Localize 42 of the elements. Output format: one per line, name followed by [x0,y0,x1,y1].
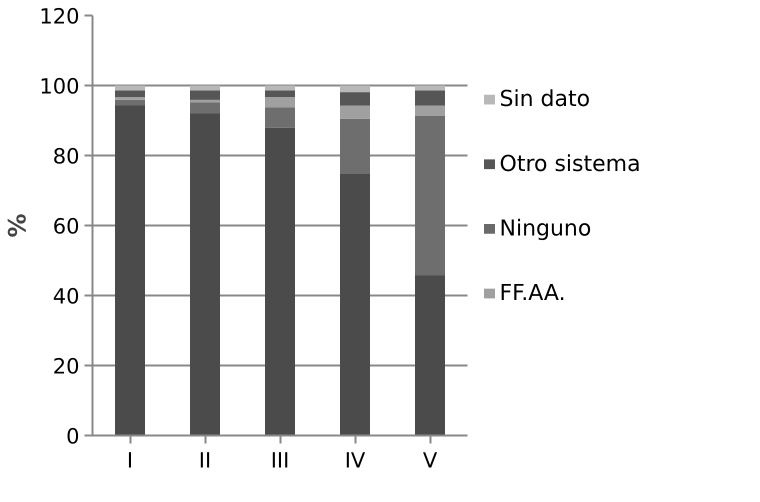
y-tick-label: 80 [52,144,80,168]
y-tick-label: 0 [66,424,80,448]
legend-label: Sin dato [500,87,590,112]
y-axis-title: % [3,213,32,238]
bar [115,100,145,106]
bar [115,97,145,100]
bar [415,90,445,106]
x-tick-label: III [270,448,290,472]
bar [265,97,295,108]
bar [190,90,220,100]
y-tick-label: 40 [52,284,80,308]
bar [340,174,370,436]
bar [190,100,220,102]
x-tick-label: IV [344,448,366,472]
bar [190,113,220,436]
x-tick-label: V [422,448,438,472]
bar [340,118,370,174]
legend-label: FF.AA. [500,281,566,306]
x-tick-label: I [126,448,134,472]
legend-label: Ninguno [500,216,592,242]
bar [340,86,370,92]
bar [115,90,145,98]
bar [340,92,370,106]
bar [340,105,370,119]
y-tick-label: 60 [52,214,80,238]
bar [115,86,145,90]
bar [415,276,445,436]
y-tick-label: 120 [39,4,80,28]
bar [415,86,445,90]
bar [265,128,295,436]
bar [415,105,445,116]
bar [265,107,295,128]
bar [415,116,445,276]
bar [265,90,295,98]
legend-label: Otro sistema [500,152,641,177]
y-tick-label: 20 [52,354,80,378]
bar [190,102,220,114]
bar [265,86,295,90]
y-tick-label: 100 [39,74,80,98]
bar [190,86,220,90]
bar [115,105,145,436]
x-tick-label: II [198,448,212,472]
